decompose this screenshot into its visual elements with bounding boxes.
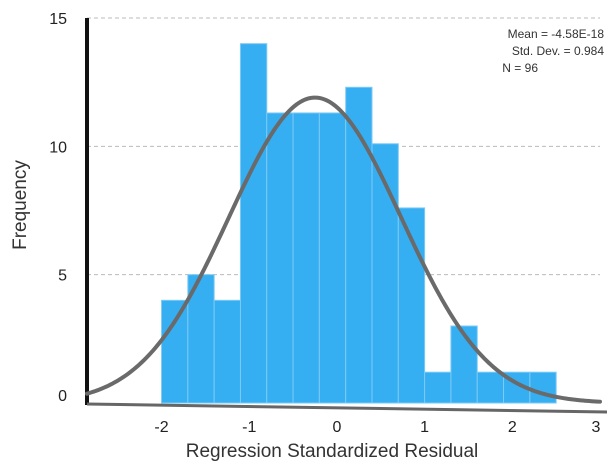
stats-n: N = 96 <box>502 61 538 75</box>
histogram-bar <box>161 299 189 404</box>
histogram-bars <box>161 43 557 404</box>
x-tick-label: 3 <box>592 419 601 436</box>
stats-std-dev: Std. Dev. = 0.984 <box>512 44 604 58</box>
histogram-bar <box>318 112 347 404</box>
y-tick-label: 0 <box>58 388 67 405</box>
histogram-bar <box>476 371 505 404</box>
histogram-bar <box>292 112 320 404</box>
x-tick-label: 1 <box>420 419 429 436</box>
normal-curve <box>85 95 602 404</box>
axes <box>85 18 607 414</box>
histogram-bar <box>213 299 241 404</box>
stats-mean: Mean = -4.58E-18 <box>508 27 605 41</box>
x-axis-line <box>86 402 607 414</box>
histogram-bar <box>529 371 557 404</box>
y-tick-label: 15 <box>49 11 67 28</box>
histogram-bar <box>345 86 373 404</box>
x-tick-label: -2 <box>154 419 168 436</box>
y-tick-labels: 0 5 10 15 <box>49 11 67 405</box>
y-tick-label: 10 <box>49 139 67 156</box>
stats-box: Mean = -4.58E-18 Std. Dev. = 0.984 N = 9… <box>502 27 604 75</box>
y-tick-label: 5 <box>58 268 67 285</box>
x-axis-title: Regression Standardized Residual <box>186 441 479 462</box>
histogram-bar <box>239 43 268 404</box>
histogram-bar <box>266 112 294 404</box>
histogram-bar <box>424 371 452 404</box>
grid-lines <box>87 17 600 276</box>
x-tick-label: 2 <box>508 419 517 436</box>
y-axis-title: Frequency <box>10 160 31 250</box>
histogram-bar <box>450 325 478 404</box>
x-tick-label: -1 <box>242 419 256 436</box>
x-tick-labels: -2 -1 0 1 2 3 <box>154 419 600 436</box>
x-tick-label: 0 <box>332 419 341 436</box>
